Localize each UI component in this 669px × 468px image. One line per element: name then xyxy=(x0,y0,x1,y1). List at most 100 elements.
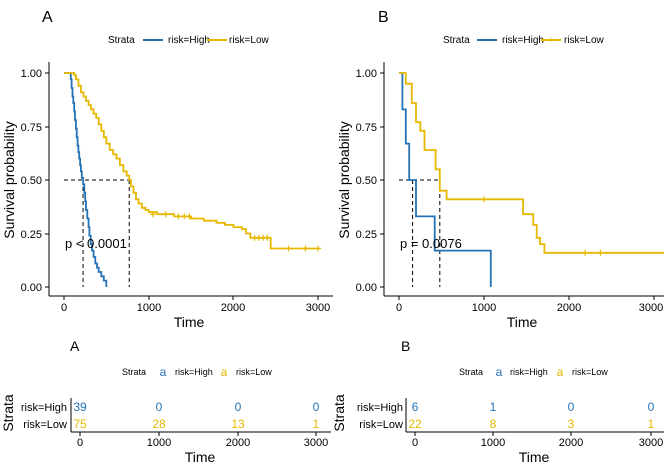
x-tick-label: 2000 xyxy=(557,302,581,314)
count-low: 13 xyxy=(231,417,245,431)
legend-title: Strata xyxy=(459,367,483,377)
y-axis-title: Survival probability xyxy=(1,121,17,239)
count-low: 28 xyxy=(152,417,166,431)
row-label-low: risk=Low xyxy=(23,419,67,431)
panel-label: A xyxy=(70,338,80,354)
legend-key-high: a xyxy=(496,365,503,379)
y-tick-label: 0.50 xyxy=(356,175,377,187)
x-tick-label: 1000 xyxy=(147,437,171,449)
row-label-high: risk=High xyxy=(357,402,403,414)
legend-label-low: risk=Low xyxy=(572,367,608,377)
y-tick-label: 1.00 xyxy=(356,68,377,80)
survival-curve-low xyxy=(64,72,319,250)
plot-area xyxy=(399,72,664,287)
y-tick-label: 0.25 xyxy=(356,229,377,241)
y-tick-label: 0.75 xyxy=(21,122,42,134)
censor-marks xyxy=(149,211,322,252)
km-panel-a: A Strata risk=High risk=Low 0.00 0.25 0.… xyxy=(1,9,333,330)
legend-label-low: risk=Low xyxy=(229,35,270,46)
survival-curve-high xyxy=(64,72,108,287)
legend-censor-mark: + xyxy=(548,35,553,45)
count-high: 0 xyxy=(568,400,575,414)
count-high: 0 xyxy=(235,400,242,414)
censor-mark xyxy=(597,249,604,256)
y-tick-label: 0.25 xyxy=(21,229,42,241)
legend-title: Strata xyxy=(108,35,135,46)
x-tick-label: 0 xyxy=(77,437,83,449)
x-tick-label: 0 xyxy=(61,302,67,314)
median-lines xyxy=(399,179,441,287)
legend-label-high: risk=High xyxy=(175,367,213,377)
count-high: 1 xyxy=(490,400,497,414)
legend-key-high: a xyxy=(160,365,167,379)
x-axis: 0 1000 2000 3000 Time xyxy=(384,295,664,330)
p-value: p = 0.0076 xyxy=(400,236,462,251)
risk-table-b: B Strata a risk=High a risk=Low Strata r… xyxy=(331,338,664,465)
y-ticks xyxy=(45,72,49,288)
y-tick-label: 0.75 xyxy=(356,122,377,134)
y-axis-title: Strata xyxy=(0,394,16,432)
x-tick-label: 0 xyxy=(396,302,402,314)
censor-mark xyxy=(582,249,589,256)
p-value: p < 0.0001 xyxy=(65,236,127,251)
x-tick-label: 3000 xyxy=(306,302,330,314)
count-low: 1 xyxy=(313,417,320,431)
survival-curve-high xyxy=(399,72,492,287)
x-tick-label: 3000 xyxy=(639,437,663,449)
censor-marks xyxy=(481,196,604,256)
x-tick-label: 3000 xyxy=(304,437,328,449)
survival-curve-low xyxy=(399,72,664,254)
count-high: 0 xyxy=(156,400,163,414)
count-high: 0 xyxy=(313,400,320,414)
legend-label-high: risk=High xyxy=(168,35,210,46)
count-low: 22 xyxy=(408,417,422,431)
x-tick-label: 1000 xyxy=(472,302,496,314)
legend: Strata risk=High risk=Low xyxy=(108,35,270,46)
y-tick-label: 1.00 xyxy=(21,68,42,80)
x-tick-label: 1000 xyxy=(137,302,161,314)
legend-key-low: a xyxy=(557,365,564,379)
censor-mark xyxy=(181,213,188,220)
count-high: 6 xyxy=(412,400,419,414)
plot-area xyxy=(64,72,322,287)
y-axis: 0.00 0.25 0.50 0.75 1.00 Survival probab… xyxy=(1,62,50,296)
km-panel-b: B Strata risk=High + risk=Low 0.00 0.25 … xyxy=(336,9,664,330)
censor-mark xyxy=(315,245,322,252)
legend: Strata a risk=High a risk=Low xyxy=(459,365,608,379)
row-label-low: risk=Low xyxy=(359,419,403,431)
legend-label-high: risk=High xyxy=(502,35,544,46)
count-low: 1 xyxy=(648,417,655,431)
censor-mark xyxy=(285,245,292,252)
y-tick-label: 0.50 xyxy=(21,175,42,187)
x-axis: 0 1000 2000 3000 Time xyxy=(49,295,333,330)
censor-mark xyxy=(149,211,156,218)
row-label-high: risk=High xyxy=(21,402,67,414)
censor-mark xyxy=(302,245,309,252)
panel-label: B xyxy=(401,338,410,354)
legend: Strata a risk=High a risk=Low xyxy=(122,365,272,379)
legend-title: Strata xyxy=(443,35,470,46)
panel-label: B xyxy=(378,9,389,26)
legend: Strata risk=High + risk=Low xyxy=(443,35,605,46)
y-axis-title: Survival probability xyxy=(336,121,352,239)
count-low: 3 xyxy=(568,417,575,431)
y-tick-label: 0.00 xyxy=(356,282,377,294)
censor-mark xyxy=(162,211,169,218)
median-lines xyxy=(64,179,130,287)
legend-label-high: risk=High xyxy=(510,367,548,377)
x-axis-title: Time xyxy=(174,314,205,330)
censor-mark xyxy=(175,213,182,220)
count-low: 75 xyxy=(73,417,87,431)
y-axis: 0.00 0.25 0.50 0.75 1.00 Survival probab… xyxy=(336,62,385,296)
legend-label-low: risk=Low xyxy=(564,35,605,46)
x-axis-title: Time xyxy=(185,449,216,465)
y-tick-label: 0.00 xyxy=(21,282,42,294)
censor-mark xyxy=(481,196,487,203)
censor-mark xyxy=(186,213,193,220)
legend-title: Strata xyxy=(122,367,146,377)
x-tick-label: 2000 xyxy=(221,302,245,314)
x-tick-label: 2000 xyxy=(226,437,250,449)
count-high: 39 xyxy=(73,400,87,414)
x-axis-title: Time xyxy=(507,314,538,330)
